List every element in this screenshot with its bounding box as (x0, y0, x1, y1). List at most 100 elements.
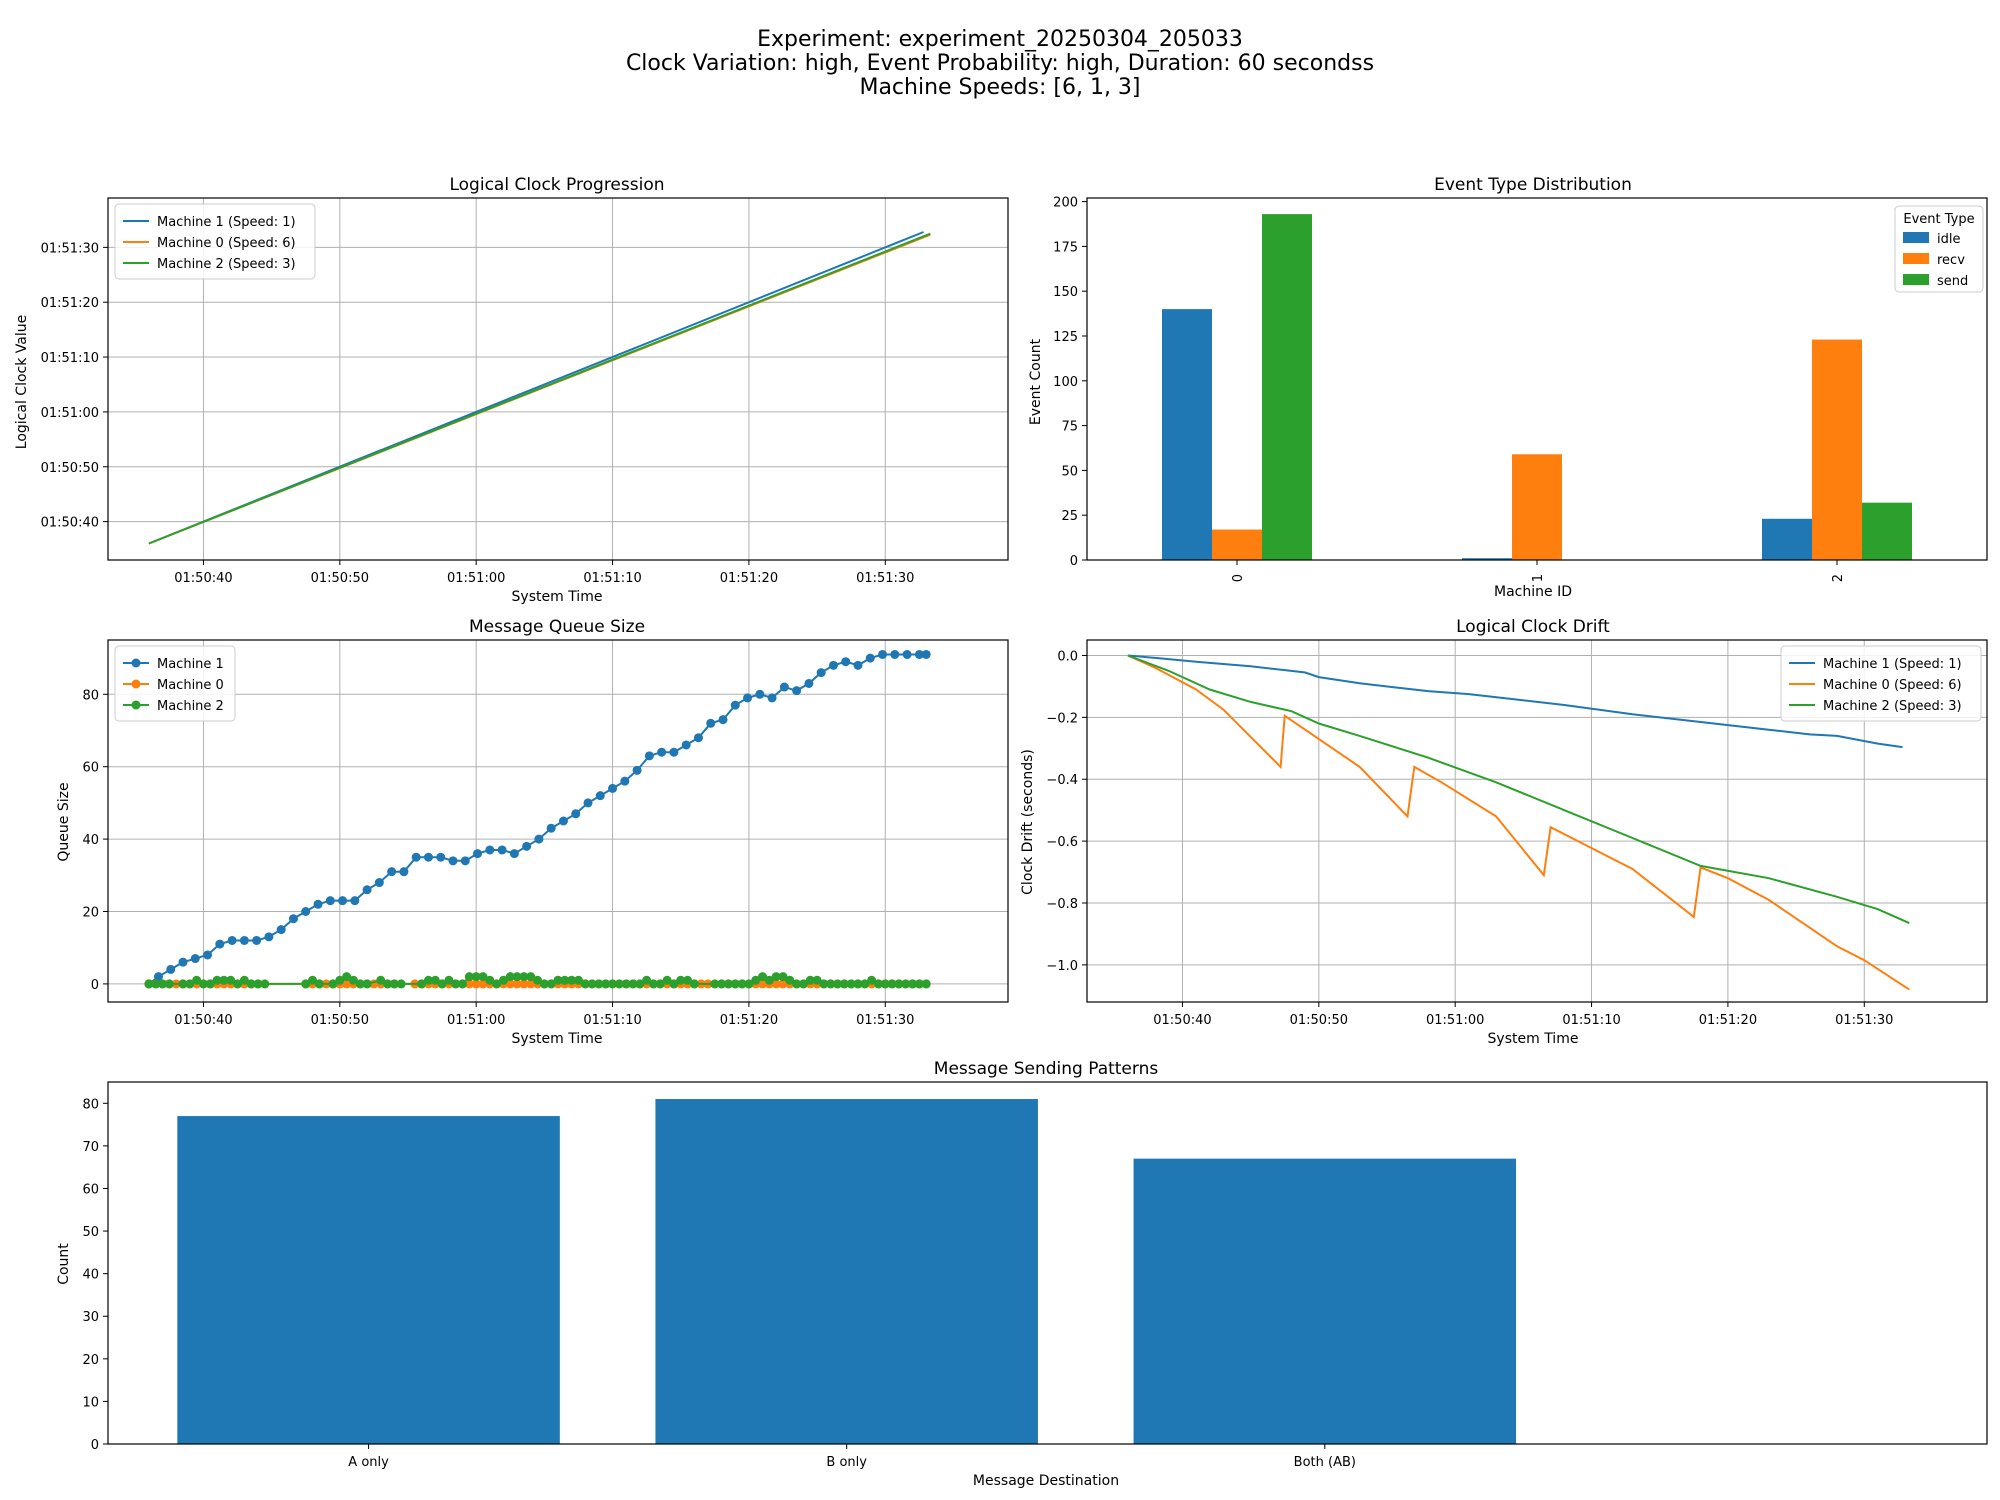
x-tick-label: 01:51:20 (720, 1013, 778, 1028)
data-point (595, 791, 605, 801)
clock-drift-chart: Logical Clock Drift System Time Clock Dr… (1020, 617, 1988, 1047)
y-tick-label: 40 (82, 1268, 99, 1283)
data-point (464, 979, 474, 989)
data-point (239, 935, 249, 945)
data-point (215, 939, 225, 949)
data-point (376, 975, 386, 985)
x-tick-label: Both (AB) (1294, 1455, 1356, 1470)
data-point (458, 979, 468, 989)
x-tick-label: 01:51:30 (856, 1013, 914, 1028)
data-point (203, 950, 213, 960)
data-point (805, 975, 815, 985)
series-line-machine-0-speed-6- (1127, 654, 1910, 991)
data-point (676, 975, 686, 985)
data-point (471, 972, 481, 982)
data-point (608, 979, 618, 989)
y-tick-label: 80 (82, 688, 99, 703)
data-point (887, 979, 897, 989)
y-tick-label: −1.0 (1046, 959, 1078, 974)
y-tick-label: 0 (91, 978, 99, 993)
data-point (730, 979, 740, 989)
data-point (878, 649, 888, 659)
data-point (620, 776, 630, 786)
y-tick-label: 01:51:00 (41, 406, 99, 421)
queue-chart-title: Message Queue Size (469, 617, 645, 637)
data-point (362, 979, 372, 989)
data-point (411, 852, 421, 862)
data-point (485, 975, 495, 985)
legend-box (1780, 645, 1982, 722)
data-point (819, 979, 829, 989)
data-point (628, 979, 638, 989)
data-point (730, 700, 740, 710)
data-point (509, 849, 519, 859)
x-tick-label: B only (826, 1455, 867, 1470)
data-point (246, 979, 256, 989)
figure-title-line-3: Machine Speeds: [6, 1, 3] (859, 75, 1140, 100)
y-tick-label: 01:50:50 (41, 461, 99, 476)
data-point (778, 979, 788, 989)
data-point (505, 972, 515, 982)
data-point (205, 979, 215, 989)
data-point (816, 668, 826, 678)
data-point (655, 979, 665, 989)
y-tick-label: 70 (82, 1140, 99, 1155)
data-point (325, 896, 335, 906)
legend-marker (131, 700, 141, 710)
data-point (178, 957, 188, 967)
data-point (573, 975, 583, 985)
data-point (464, 972, 474, 982)
y-tick-label: 125 (1053, 330, 1078, 345)
x-tick-label: 01:51:20 (1699, 1013, 1757, 1028)
legend-box (114, 203, 316, 280)
data-point (914, 649, 924, 659)
legend-swatch (1903, 232, 1929, 243)
data-point (798, 979, 808, 989)
legend-label: Machine 1 (Speed: 1) (157, 215, 296, 230)
data-point (423, 975, 433, 985)
clock-chart-ylabel: Logical Clock Value (14, 315, 30, 449)
x-tick-label: 01:51:20 (720, 571, 778, 586)
data-point (914, 979, 924, 989)
data-point (166, 964, 176, 974)
y-tick-label: 01:51:20 (41, 296, 99, 311)
legend-label: recv (1937, 253, 1965, 268)
legend-label: Machine 2 (Speed: 3) (157, 257, 296, 272)
data-point (580, 979, 590, 989)
legend-title: Event Type (1903, 212, 1974, 227)
plot-frame (1086, 197, 1988, 561)
events-chart-xlabel: Machine ID (1494, 584, 1572, 600)
data-point (252, 935, 262, 945)
data-point (526, 979, 536, 989)
data-point (448, 856, 458, 866)
data-point (374, 878, 384, 888)
y-tick-label: 50 (1061, 464, 1078, 479)
clock-chart-xlabel: System Time (512, 589, 603, 605)
data-point (826, 979, 836, 989)
data-point (350, 896, 360, 906)
x-tick-label: 01:51:00 (447, 571, 505, 586)
data-point (301, 907, 311, 916)
data-point (492, 979, 502, 989)
plot-frame (1086, 639, 1988, 1003)
bar-recv-machine-2 (1812, 339, 1862, 560)
data-point (804, 678, 814, 688)
bar-a-only (177, 1116, 560, 1444)
legend-box (1894, 205, 1984, 293)
y-tick-label: 01:50:40 (41, 516, 99, 531)
data-point (417, 979, 427, 989)
sending-patterns-chart: Message Sending Patterns Message Destina… (56, 1059, 1988, 1489)
figure-title-line-2: Clock Variation: high, Event Probability… (626, 51, 1374, 76)
y-tick-label: −0.2 (1046, 711, 1078, 726)
data-point (755, 689, 765, 699)
queue-chart-xlabel: System Time (512, 1031, 603, 1047)
data-point (314, 979, 324, 989)
data-point (751, 975, 761, 985)
data-point (534, 834, 544, 844)
x-tick-label: 01:50:40 (174, 1013, 232, 1028)
data-point (767, 693, 777, 703)
legend-marker (131, 658, 141, 668)
data-point (648, 979, 658, 989)
plot-frame (107, 197, 1009, 561)
data-point (890, 649, 900, 659)
